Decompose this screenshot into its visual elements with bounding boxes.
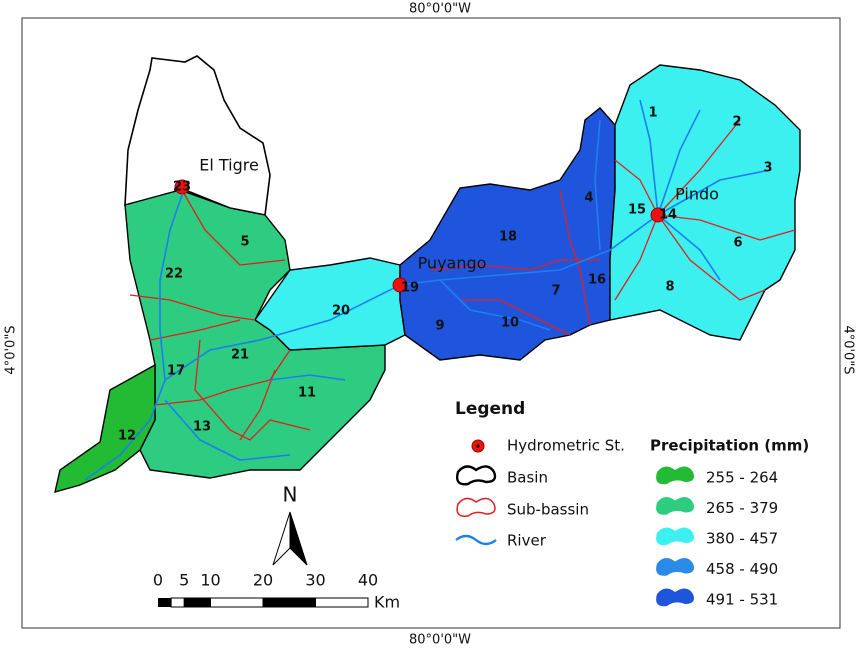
subbasin-label: 7 [551,284,560,299]
subbasin-label: 16 [588,273,606,288]
station-name: El Tigre [199,156,259,175]
precipitation-class: 491 - 531 [706,591,778,609]
precipitation-class: 458 - 490 [706,560,778,578]
subbasin-label: 21 [231,348,249,363]
subbasin-label: 22 [165,267,183,282]
station-marker [174,179,190,195]
scale-label: 5 [179,571,189,590]
station-name: Pindo [675,185,719,204]
legend-item: River [507,532,547,550]
precipitation-swatch [656,527,694,546]
precipitation-swatch [656,466,694,485]
basin [54,55,801,493]
subbasin-label: 8 [665,280,674,295]
subbasin-label: 6 [733,236,742,251]
precipitation-swatch [656,496,694,515]
subbasin-label: 4 [584,191,593,206]
scale-label: 40 [358,571,378,590]
subbasin-label: 1 [648,106,657,121]
legend-river-icon [455,534,497,546]
upper-basin [124,55,271,216]
legend-basin-icon [455,465,497,486]
scale-segment [158,598,172,607]
scale-segment [170,597,185,608]
precipitation-swatch [656,557,694,576]
scale-bar: 0 5 10 20 30 40 Km [153,571,400,612]
latitude-left: 4°0'0"S [4,325,19,374]
legend-title: Legend [455,399,525,419]
longitude-top: 80°0'0"W [409,2,471,17]
subbasin-label: 13 [193,420,211,435]
precipitation-swatch [656,588,694,607]
scale-segment [210,597,264,608]
subbasin-label: 10 [501,316,519,331]
subbasin-label: 12 [118,429,136,444]
legend-station-dot [476,444,480,448]
scale-segment [183,597,211,608]
scale-label: 0 [153,571,163,590]
station-name: Puyango [418,254,487,273]
rivers [84,99,771,481]
subbasin-label: 11 [298,386,316,401]
subbasin-label: 18 [499,230,517,245]
station-number: 19 [401,281,419,296]
precipitation-class: 255 - 264 [706,469,778,487]
scale-segment [315,597,369,608]
region [609,64,801,341]
scale-label: 30 [305,571,325,590]
subbasin-label: 9 [435,319,444,334]
subbasin-label: 5 [240,235,249,250]
scale-segment [262,597,316,608]
longitude-bottom: 80°0'0"W [409,633,471,648]
legend-subbasin-icon [456,497,496,517]
north-arrow: N [272,483,308,566]
scale-label: 20 [253,571,273,590]
latitude-right: 4°0'0"S [841,325,856,374]
legend-item: Sub-bassin [507,501,589,519]
north-label: N [283,483,298,507]
subbasin-label: 15 [628,203,646,218]
subbasin-label: 17 [167,364,185,379]
precipitation-class: 265 - 379 [706,499,778,517]
legend-item: Basin [507,469,548,487]
precipitation-class: 380 - 457 [706,530,778,548]
subbasin-lines [129,119,796,441]
legend: Hydrometric St. Basin Sub-bassin River Preci… [507,437,809,609]
station-number: 14 [659,208,677,223]
subbasin-label: 20 [332,304,350,319]
legend-item: Hydrometric St. [507,437,625,455]
subbasin-label: 3 [763,161,772,176]
stations: 23 El Tigre 14 Pindo 19 Puyango [173,156,719,296]
scale-label: 10 [200,571,220,590]
scale-unit: Km [374,593,400,612]
subbasin-label: 2 [732,115,741,130]
station-marker [650,207,666,223]
precipitation-title: Precipitation (mm) [650,437,809,455]
station-marker [392,277,408,293]
station-number: 23 [173,180,191,195]
region [54,363,156,493]
